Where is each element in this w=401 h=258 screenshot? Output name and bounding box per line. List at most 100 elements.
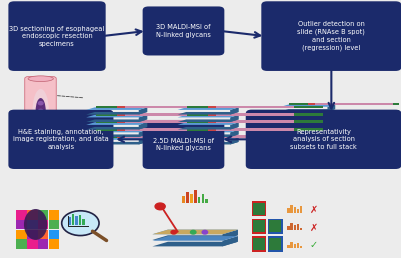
Polygon shape (139, 122, 147, 130)
Bar (297, 243, 299, 248)
FancyBboxPatch shape (96, 135, 232, 138)
Polygon shape (230, 122, 239, 130)
FancyBboxPatch shape (117, 135, 156, 138)
FancyBboxPatch shape (143, 6, 224, 55)
FancyBboxPatch shape (208, 128, 247, 131)
Polygon shape (86, 119, 147, 122)
Polygon shape (178, 122, 239, 125)
Text: 3D sectioning of esophageal
endoscopic resection
specimens: 3D sectioning of esophageal endoscopic r… (9, 26, 105, 47)
FancyBboxPatch shape (143, 120, 224, 169)
FancyBboxPatch shape (117, 128, 156, 131)
Circle shape (202, 230, 208, 234)
FancyBboxPatch shape (38, 210, 49, 220)
FancyBboxPatch shape (27, 230, 38, 239)
Ellipse shape (24, 209, 47, 240)
Polygon shape (139, 115, 147, 122)
Polygon shape (86, 107, 147, 110)
FancyBboxPatch shape (27, 210, 38, 220)
Polygon shape (86, 130, 147, 132)
Bar (294, 244, 296, 248)
Bar (288, 245, 290, 248)
FancyBboxPatch shape (208, 120, 247, 123)
Circle shape (155, 203, 165, 210)
Text: ✗: ✗ (310, 205, 318, 215)
FancyBboxPatch shape (49, 230, 59, 239)
FancyBboxPatch shape (117, 113, 156, 116)
Polygon shape (281, 104, 335, 107)
FancyBboxPatch shape (125, 120, 203, 123)
Polygon shape (223, 236, 238, 246)
FancyBboxPatch shape (308, 110, 347, 112)
Polygon shape (139, 137, 147, 144)
FancyBboxPatch shape (315, 136, 393, 138)
Polygon shape (281, 116, 335, 119)
Polygon shape (281, 109, 335, 111)
Polygon shape (178, 119, 239, 122)
Bar (290, 205, 293, 213)
FancyBboxPatch shape (290, 102, 401, 105)
FancyBboxPatch shape (187, 135, 323, 138)
Polygon shape (328, 104, 335, 111)
Bar (186, 192, 189, 203)
Bar (294, 225, 296, 230)
Polygon shape (178, 127, 239, 130)
FancyBboxPatch shape (8, 110, 113, 169)
FancyBboxPatch shape (125, 106, 203, 108)
Polygon shape (178, 142, 239, 144)
FancyBboxPatch shape (315, 110, 393, 112)
Bar (75, 216, 78, 225)
Text: ✓: ✓ (310, 240, 318, 250)
Bar (194, 190, 196, 203)
FancyBboxPatch shape (253, 238, 265, 250)
Bar (297, 224, 299, 230)
Bar (297, 209, 299, 213)
FancyBboxPatch shape (308, 102, 347, 105)
FancyBboxPatch shape (216, 106, 294, 108)
FancyBboxPatch shape (49, 220, 59, 229)
Ellipse shape (28, 139, 53, 144)
Bar (290, 223, 293, 230)
Bar (205, 199, 208, 203)
Circle shape (38, 109, 43, 112)
FancyBboxPatch shape (268, 236, 283, 252)
Bar (198, 197, 200, 203)
FancyBboxPatch shape (96, 113, 232, 116)
FancyBboxPatch shape (187, 120, 323, 123)
FancyBboxPatch shape (208, 135, 247, 138)
FancyBboxPatch shape (125, 135, 203, 138)
Polygon shape (152, 242, 238, 246)
Bar (300, 246, 302, 248)
Bar (294, 207, 296, 213)
Polygon shape (86, 134, 147, 137)
Polygon shape (86, 122, 147, 125)
FancyBboxPatch shape (216, 135, 294, 138)
FancyBboxPatch shape (290, 110, 401, 112)
FancyBboxPatch shape (261, 1, 401, 71)
Polygon shape (230, 130, 239, 137)
FancyBboxPatch shape (27, 220, 38, 229)
FancyBboxPatch shape (117, 120, 156, 123)
Polygon shape (86, 137, 147, 140)
FancyBboxPatch shape (125, 113, 203, 116)
FancyBboxPatch shape (251, 219, 266, 234)
Polygon shape (230, 107, 239, 115)
Ellipse shape (28, 76, 53, 82)
Polygon shape (230, 115, 239, 122)
FancyBboxPatch shape (269, 220, 281, 232)
Polygon shape (139, 130, 147, 137)
Ellipse shape (36, 98, 46, 124)
FancyBboxPatch shape (16, 239, 27, 249)
Text: H&E staining, annotation,
image registration, and data
analysis: H&E staining, annotation, image registra… (13, 129, 109, 150)
Polygon shape (178, 112, 239, 115)
FancyBboxPatch shape (16, 210, 27, 220)
Polygon shape (328, 112, 335, 119)
FancyBboxPatch shape (8, 1, 106, 71)
Ellipse shape (32, 89, 49, 133)
Polygon shape (178, 134, 239, 137)
Text: ✗: ✗ (310, 223, 318, 232)
Polygon shape (178, 115, 239, 117)
Bar (202, 194, 204, 203)
Bar (68, 217, 71, 225)
FancyBboxPatch shape (187, 113, 323, 116)
Polygon shape (178, 107, 239, 110)
